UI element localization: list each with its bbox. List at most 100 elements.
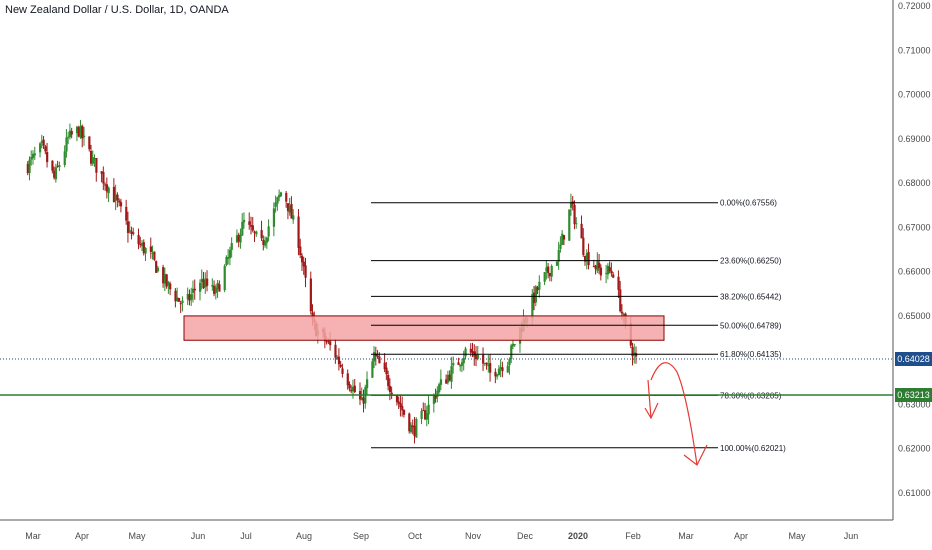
candle-body	[427, 404, 430, 415]
candle-body	[397, 401, 400, 404]
fib-level-label: 0.00%(0.67556)	[720, 199, 777, 208]
candle-body	[79, 126, 82, 138]
candle-body	[130, 231, 133, 234]
candle-body	[151, 253, 154, 255]
candle-body	[438, 384, 441, 393]
candle-body	[460, 362, 464, 366]
drawing-overlays: 0.00%(0.67556) 23.60%(0.66250) 38.20%(0.65…	[0, 199, 893, 466]
candle-body	[533, 292, 536, 304]
x-tick-label: 2020	[568, 531, 588, 541]
candle-body	[494, 371, 497, 377]
candle-body	[139, 244, 142, 246]
candle-body	[28, 159, 31, 174]
candle-body	[366, 379, 369, 389]
candle-body	[126, 221, 130, 233]
candle-body	[413, 425, 416, 437]
candle-body	[40, 141, 43, 143]
candle-body	[374, 353, 378, 357]
candle-body	[459, 364, 462, 367]
candle-body	[350, 389, 353, 392]
candle-body	[408, 413, 411, 432]
candle-body	[214, 287, 218, 293]
candle-body	[285, 192, 288, 202]
candle-body	[475, 355, 478, 360]
candle-body	[54, 167, 58, 180]
fib-level-label: 61.80%(0.64135)	[720, 350, 782, 359]
candle-body	[415, 418, 418, 438]
candle-body	[26, 163, 29, 174]
candle-body	[186, 293, 189, 300]
y-tick-label: 0.61000	[898, 488, 931, 498]
candle-body	[573, 204, 576, 225]
candle-body	[631, 346, 634, 357]
fib-level-label: 50.00%(0.64789)	[720, 321, 782, 330]
candle-body	[538, 281, 541, 290]
candle-body	[534, 286, 537, 303]
candle-body	[58, 165, 61, 167]
candle-body	[383, 362, 386, 370]
candle-body	[610, 270, 613, 274]
candle-body	[547, 266, 550, 274]
candle-body	[622, 313, 625, 316]
fib-level-label: 78.60%(0.63205)	[720, 391, 782, 400]
candle-body	[411, 425, 414, 427]
candle-body	[568, 209, 571, 241]
candle-body	[165, 274, 168, 287]
candle-body	[536, 287, 539, 291]
y-tick-label: 0.72000	[898, 1, 931, 11]
candle-body	[436, 390, 439, 397]
candle-body	[302, 261, 305, 267]
candle-body	[598, 262, 601, 269]
y-tick-label: 0.71000	[898, 45, 931, 55]
candle-body	[100, 171, 103, 174]
candle-body	[299, 246, 302, 256]
support-price-tag: 0.63213	[895, 388, 932, 403]
candle-body	[341, 368, 344, 374]
candle-body	[501, 367, 504, 372]
candle-body	[235, 235, 239, 243]
candle-body	[452, 362, 455, 366]
candle-body	[278, 194, 281, 198]
candle-body	[471, 351, 474, 354]
x-tick-label: Sep	[353, 531, 369, 541]
candle-body	[489, 363, 492, 373]
candle-body	[439, 379, 443, 385]
candle-body	[464, 348, 467, 357]
candle-body	[290, 203, 293, 219]
candle-body	[104, 184, 107, 186]
candle-body	[409, 424, 413, 433]
candle-body	[265, 237, 269, 243]
candle-body	[225, 256, 228, 266]
candle-body	[70, 131, 73, 135]
candle-body	[376, 355, 379, 357]
resistance-zone	[183, 315, 665, 341]
projection-arrow-short	[647, 379, 652, 419]
candle-body	[575, 223, 578, 225]
candle-body	[511, 343, 515, 347]
candle-body	[144, 247, 147, 254]
candle-body	[513, 344, 516, 346]
candle-body	[65, 137, 68, 152]
candle-body	[30, 157, 33, 160]
candle-body	[163, 274, 167, 284]
candle-body	[496, 374, 499, 377]
candle-body	[200, 278, 203, 282]
candle-body	[337, 356, 341, 365]
candle-body	[420, 410, 423, 420]
candle-body	[373, 352, 376, 362]
time-axis: Mar Apr May Jun Jul Aug Sep Oct Nov Dec 2020 Feb Mar…	[25, 531, 858, 541]
candle-body	[619, 289, 622, 312]
candle-body	[95, 158, 98, 173]
candle-body	[279, 192, 283, 197]
x-tick-label: May	[788, 531, 806, 541]
candle-body	[68, 130, 72, 138]
candle-body	[360, 397, 363, 401]
candle-body	[608, 267, 611, 272]
candle-body	[446, 375, 450, 383]
candle-body	[125, 206, 128, 221]
candle-body	[422, 410, 425, 412]
candle-body	[445, 379, 448, 384]
candle-body	[33, 153, 36, 156]
candle-body	[213, 286, 216, 294]
